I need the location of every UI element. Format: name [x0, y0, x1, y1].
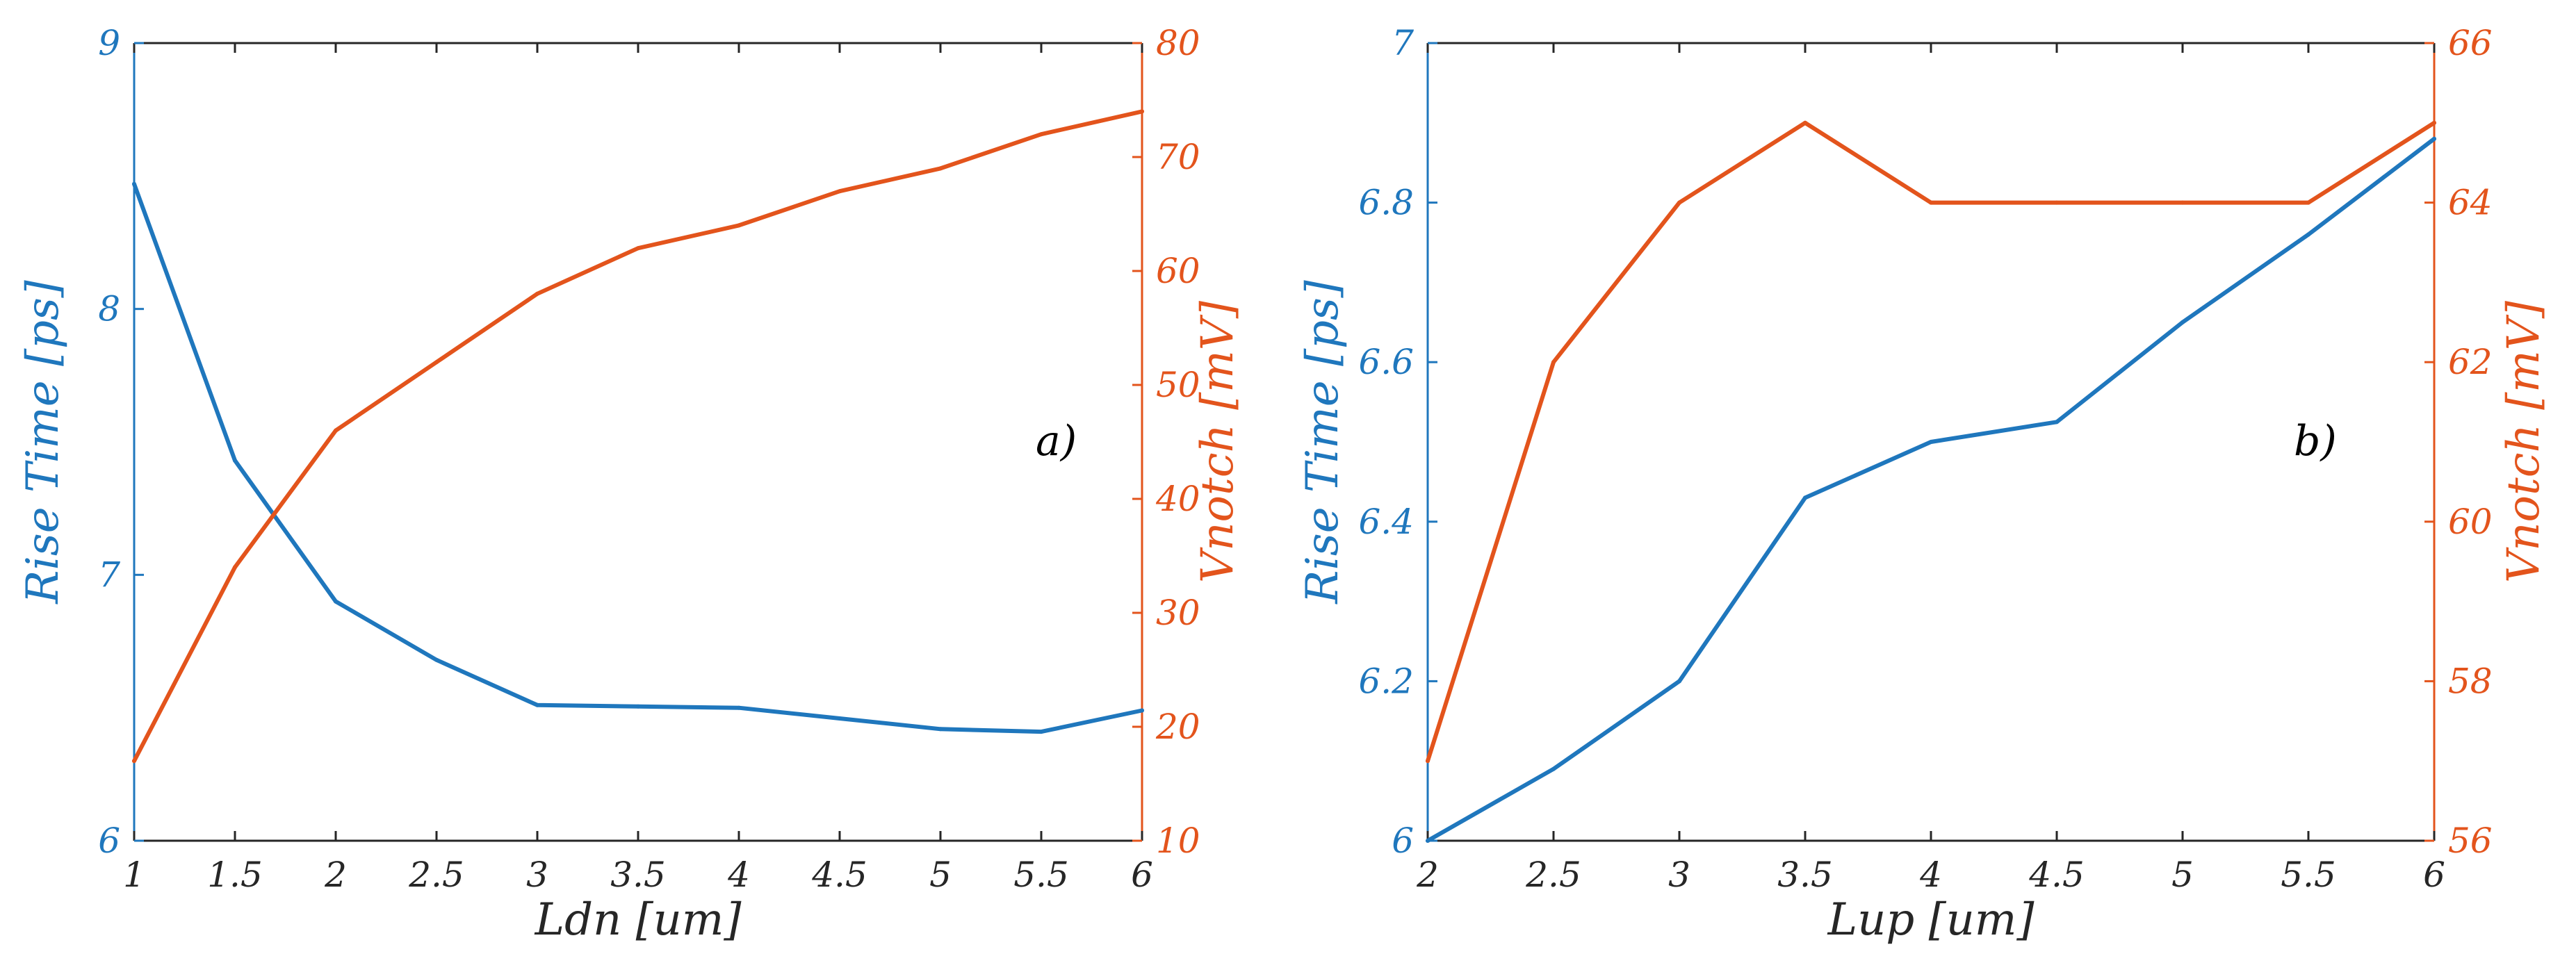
y-right-tick-label: 50 [1156, 365, 1200, 405]
rise-time-point [1929, 440, 1933, 444]
x-tick-label: 1.5 [207, 855, 263, 895]
chart-panel-a: 1 1.5 2 2.5 3 3.5 4 4.5 5 5.5 6 6 7 8 9 10 20 30 40 50 60 70 8… [17, 23, 1244, 946]
y-left-tick-label: 7 [98, 554, 120, 595]
y-left-tick-label: 8 [98, 289, 120, 329]
vnotch-point [1677, 200, 1681, 205]
rise-time-point [2055, 420, 2059, 425]
y-right-tick-label: 64 [2448, 183, 2493, 223]
rise-time-point [1039, 730, 1043, 734]
rise-time-point [1803, 495, 1807, 500]
x-tick-label: 5 [929, 855, 952, 895]
rise-time-point [938, 727, 943, 732]
vnotch-point [737, 223, 741, 228]
y-left-tick-label: 6.6 [1358, 342, 1414, 382]
vnotch-point [334, 428, 338, 433]
rise-time-point [434, 657, 439, 662]
y-left-tick-label: 7 [1392, 23, 1414, 63]
chart-panel-b: 2 2.5 3 3.5 4 4.5 5 5.5 666.26.46.66.87565860626… [1297, 23, 2550, 946]
y-left-axis-title: Rise Time [ps] [1297, 279, 1348, 604]
rise-time-point [1551, 766, 1556, 771]
vnotch-point [1803, 120, 1807, 125]
x-tick-label: 5.5 [2281, 855, 2336, 895]
x-tick-label: 1 [123, 855, 145, 895]
rise-time-point [334, 599, 338, 604]
x-tick-label: 5.5 [1013, 855, 1069, 895]
vnotch-point [1426, 759, 1430, 764]
vnotch-point [2180, 200, 2185, 205]
series-line-rise-time [132, 181, 1144, 734]
x-tick-label: 3 [526, 855, 548, 895]
vnotch-point [2055, 200, 2059, 205]
x-tick-label: 3 [1668, 855, 1690, 895]
y-right-tick-label: 30 [1156, 593, 1200, 633]
series-line-vnotch [132, 109, 1144, 764]
y-right-tick-label: 60 [1156, 251, 1200, 291]
x-tick-label: 2.5 [1525, 855, 1581, 895]
y-right-tick-label: 10 [1156, 821, 1200, 861]
x-tick-label: 4 [727, 855, 750, 895]
x-axis-title: Lup [um] [1827, 894, 2035, 946]
vnotch-point [1929, 200, 1933, 205]
y-left-tick-label: 9 [98, 23, 120, 63]
rise-time-point [636, 704, 640, 709]
rise-time-point [1677, 679, 1681, 684]
rise-time-point [2306, 232, 2310, 237]
series-line-rise-time [1426, 136, 2436, 843]
rise-time-point [1140, 708, 1144, 713]
x-tick-label: 4.5 [2028, 855, 2085, 895]
vnotch-point [434, 360, 439, 365]
y-right-tick-label: 66 [2448, 23, 2493, 63]
vnotch-point [1039, 132, 1043, 137]
y-left-tick-label: 6.4 [1358, 502, 1414, 542]
rise-time-point [233, 458, 237, 463]
x-tick-label: 2 [1416, 855, 1439, 895]
y-right-tick-label: 20 [1155, 707, 1200, 747]
y-right-tick-label: 40 [1155, 479, 1200, 519]
rise-time-point [737, 705, 741, 710]
rise-time-point [2180, 320, 2185, 324]
y-right-tick-label: 60 [2448, 502, 2493, 542]
x-tick-label: 2 [324, 855, 347, 895]
rise-time-point [132, 181, 136, 186]
y-left-axis-title: Rise Time [ps] [17, 279, 69, 604]
vnotch-point [233, 565, 237, 570]
y-right-tick-label: 80 [1156, 23, 1200, 63]
x-tick-label: 6 [2423, 855, 2445, 895]
x-tick-label: 3.5 [610, 855, 666, 895]
x-tick-label: 4.5 [811, 855, 867, 895]
y-right-axis-title: Vnotch [mV] [2498, 300, 2550, 583]
vnotch-point [1140, 109, 1144, 114]
vnotch-point [1551, 360, 1556, 365]
vnotch-point [2306, 200, 2310, 205]
x-tick-label: 2.5 [408, 855, 464, 895]
vnotch-point [938, 166, 943, 171]
y-right-tick-label: 70 [1156, 137, 1200, 177]
rise-time-point [535, 702, 539, 707]
panel-annotation: a) [1036, 417, 1077, 466]
vnotch-point [636, 246, 640, 251]
y-right-tick-label: 58 [2448, 661, 2493, 701]
x-axis-title: Ldn [um] [535, 894, 742, 946]
x-tick-label: 5 [2171, 855, 2194, 895]
y-right-tick-label: 56 [2448, 821, 2493, 861]
y-right-axis-title: Vnotch [mV] [1192, 300, 1244, 583]
x-tick-label: 6 [1131, 855, 1153, 895]
panel-annotation: b) [2294, 417, 2337, 466]
x-tick-label: 4 [1919, 855, 1942, 895]
y-left-tick-label: 6.8 [1358, 183, 1414, 223]
vnotch-point [132, 759, 136, 764]
y-left-tick-label: 6.2 [1358, 661, 1414, 701]
rise-time-point [1426, 839, 1430, 843]
vnotch-point [838, 189, 842, 194]
rise-time-point [838, 716, 842, 721]
vnotch-point [2432, 120, 2436, 125]
y-left-tick-label: 6 [98, 821, 120, 861]
y-right-tick-label: 62 [2448, 342, 2493, 382]
y-left-tick-label: 6 [1392, 821, 1414, 861]
x-tick-label: 3.5 [1777, 855, 1833, 895]
rise-time-point [2432, 136, 2436, 141]
vnotch-point [535, 291, 539, 296]
